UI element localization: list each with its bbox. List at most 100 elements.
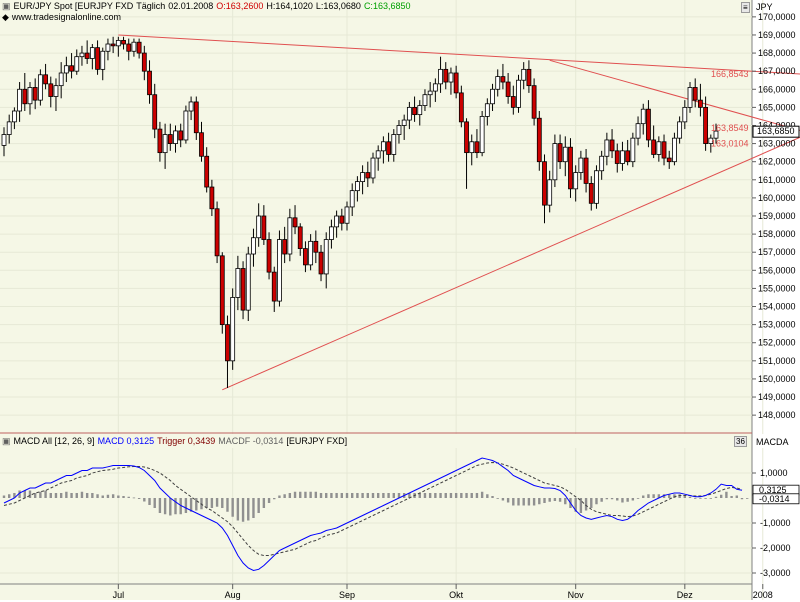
candle-body bbox=[604, 139, 610, 157]
candle bbox=[17, 82, 22, 122]
candle bbox=[500, 63, 506, 90]
candle-body bbox=[219, 255, 225, 326]
candle bbox=[152, 83, 158, 139]
macdf-value: MACDF -0,0314 bbox=[218, 436, 284, 446]
macdf-bar bbox=[454, 493, 458, 498]
candle-body bbox=[500, 76, 506, 83]
macdf-bar bbox=[522, 498, 525, 506]
candle bbox=[131, 38, 137, 57]
time-tick-label: Aug bbox=[225, 590, 241, 600]
candle-body bbox=[287, 217, 293, 255]
candle-body bbox=[661, 141, 667, 159]
candle bbox=[687, 82, 693, 113]
macdf-bar bbox=[158, 498, 162, 513]
candle-body bbox=[521, 68, 527, 81]
macdf-bar bbox=[449, 493, 453, 498]
candle bbox=[230, 288, 236, 370]
candle bbox=[713, 123, 719, 144]
price-tick-label: 156,0000 bbox=[758, 265, 796, 275]
macdf-bar bbox=[39, 491, 42, 498]
macdf-bar bbox=[59, 493, 63, 498]
price-tick-label: 170,0000 bbox=[758, 12, 796, 22]
macdf-bar bbox=[371, 493, 375, 498]
candle bbox=[261, 205, 267, 245]
candle bbox=[412, 96, 417, 122]
macdf-bar bbox=[527, 498, 531, 506]
candle-body bbox=[329, 226, 334, 240]
candle bbox=[121, 36, 126, 50]
candle-body bbox=[349, 190, 355, 208]
candle-body bbox=[261, 215, 267, 240]
candle bbox=[677, 116, 683, 144]
candle bbox=[63, 56, 69, 83]
candle-body bbox=[677, 121, 683, 139]
candle-body bbox=[474, 141, 480, 154]
candle bbox=[22, 72, 28, 111]
candle-body bbox=[417, 105, 423, 116]
macdf-bar bbox=[491, 496, 494, 498]
current-price-label: 163,6850 bbox=[757, 126, 795, 136]
candle bbox=[105, 38, 111, 61]
candle bbox=[110, 36, 116, 54]
candle bbox=[552, 134, 558, 188]
candle bbox=[640, 103, 646, 135]
trendlines[interactable] bbox=[118, 34, 800, 391]
price-tick-label: 159,0000 bbox=[758, 211, 796, 221]
collapse-icon[interactable]: ▣ bbox=[2, 1, 11, 11]
candle bbox=[375, 145, 381, 171]
candle-body bbox=[703, 106, 709, 144]
macd-header: ▣ MACD All [12, 26, 9] MACD 0,3125 Trigger … bbox=[2, 436, 350, 447]
candle bbox=[1, 127, 7, 157]
macd-chart[interactable]: 1,0000 -1,0000 -2,0000 -3,0000 0,3125-0,0314… bbox=[0, 434, 800, 600]
macdf-bar bbox=[465, 493, 468, 498]
price-chart[interactable]: 166,8543 163,8549 163,0104 148,0000 149,000… bbox=[0, 0, 800, 434]
candle bbox=[27, 82, 33, 115]
candle bbox=[557, 134, 563, 169]
candle-body bbox=[126, 43, 132, 52]
macdf-histogram[interactable] bbox=[2, 490, 749, 522]
price-chart-panel[interactable]: 166,8543 163,8549 163,0104 148,0000 149,000… bbox=[0, 0, 800, 434]
macdf-bar bbox=[169, 498, 172, 516]
panel-number-button[interactable]: 36 bbox=[734, 436, 747, 447]
macdf-bar bbox=[132, 497, 136, 499]
macdf-bar bbox=[506, 498, 510, 503]
macdf-bar bbox=[688, 496, 692, 498]
candle bbox=[484, 98, 490, 126]
candle bbox=[32, 78, 38, 110]
macdf-bar bbox=[657, 494, 661, 498]
candle bbox=[370, 152, 376, 184]
macdf-bar bbox=[439, 493, 442, 498]
candle-body bbox=[43, 74, 48, 85]
candle-body bbox=[365, 172, 371, 179]
panel-settings-icon[interactable]: ≡ bbox=[741, 2, 750, 13]
candle-body bbox=[147, 70, 152, 96]
candle-body bbox=[406, 106, 412, 121]
macd-panel[interactable]: 1,0000 -1,0000 -2,0000 -3,0000 0,3125 -0,0314… bbox=[0, 434, 800, 600]
candle-body bbox=[308, 240, 314, 266]
candle-body bbox=[271, 271, 277, 302]
candle-body bbox=[635, 123, 641, 139]
macd-lines[interactable] bbox=[3, 457, 743, 572]
candle bbox=[417, 100, 423, 126]
candle-body bbox=[214, 208, 220, 257]
candles[interactable] bbox=[1, 36, 719, 388]
macdf-bar bbox=[226, 498, 229, 512]
candle bbox=[531, 78, 537, 126]
macdf-bar bbox=[65, 491, 68, 498]
macdf-bar bbox=[215, 498, 219, 507]
macdf-bar bbox=[428, 493, 432, 498]
candle-body bbox=[100, 50, 106, 70]
trendline-price-labels: 166,8543 163,8549 163,0104 bbox=[711, 69, 749, 149]
candle bbox=[162, 123, 168, 169]
candle-body bbox=[63, 65, 69, 74]
macdf-bar bbox=[730, 496, 733, 498]
macdf-bar bbox=[179, 498, 182, 515]
candle-body bbox=[225, 324, 230, 362]
candle-body bbox=[432, 83, 438, 92]
candle-body bbox=[334, 215, 340, 228]
symbol-label: EUR/JPY Spot [EURJPY FXD bbox=[13, 1, 134, 11]
macd-collapse-icon[interactable]: ▣ bbox=[2, 436, 11, 446]
trigger-line bbox=[3, 461, 743, 556]
macdf-bar bbox=[314, 491, 318, 498]
macdf-bar bbox=[532, 498, 536, 506]
